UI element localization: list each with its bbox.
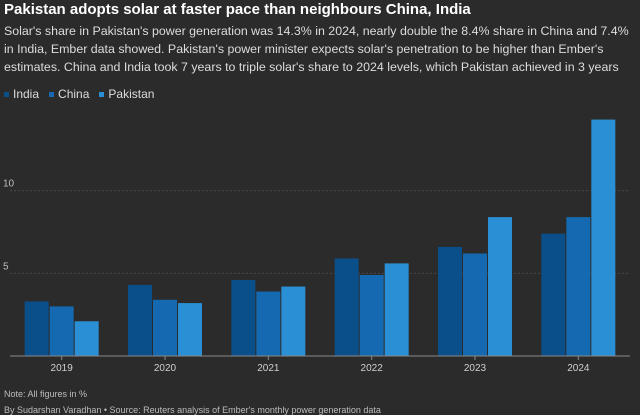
legend: India China Pakistan (4, 87, 154, 101)
x-tick-label-2023: 2023 (464, 363, 487, 374)
legend-item-pakistan: Pakistan (99, 87, 154, 101)
bar-pakistan-2019 (74, 321, 99, 356)
chart-title: Pakistan adopts solar at faster pace tha… (4, 1, 471, 18)
legend-label-pakistan: Pakistan (108, 87, 155, 101)
y-tick-label-10: 10 (3, 179, 15, 190)
bar-china-2020 (153, 299, 177, 356)
x-tick-label-2020: 2020 (154, 363, 177, 374)
bar-india-2023 (438, 246, 462, 356)
legend-item-china: China (49, 87, 89, 101)
legend-swatch-pakistan (99, 91, 105, 97)
bar-pakistan-2024 (591, 119, 616, 356)
x-tick-label-2019: 2019 (51, 363, 74, 374)
bar-china-2021 (256, 291, 281, 356)
bar-china-2024 (566, 217, 591, 356)
legend-swatch-china (49, 91, 55, 97)
x-tick-label-2024: 2024 (567, 363, 590, 374)
bar-india-2022 (334, 258, 359, 356)
x-tick-label-2021: 2021 (257, 363, 280, 374)
bar-pakistan-2023 (488, 217, 512, 356)
chart-note: Note: All figures in % (4, 389, 88, 399)
bar-china-2019 (49, 306, 74, 356)
y-tick-label-5: 5 (3, 261, 9, 272)
bar-india-2020 (128, 284, 152, 356)
bar-china-2023 (463, 253, 487, 356)
chart-source: By Sudarshan Varadhan • Source: Reuters … (4, 405, 381, 415)
x-tick-label-2022: 2022 (361, 363, 384, 374)
bar-pakistan-2022 (384, 263, 409, 356)
legend-label-china: China (58, 87, 90, 101)
legend-swatch-india (4, 91, 9, 97)
legend-item-india: India (4, 87, 39, 101)
legend-label-india: India (13, 87, 40, 101)
bar-pakistan-2021 (281, 286, 306, 356)
bar-india-2021 (231, 279, 256, 356)
bar-india-2024 (541, 233, 566, 356)
bar-india-2019 (24, 301, 49, 356)
bar-pakistan-2020 (178, 303, 202, 356)
chart-subtitle: Solar's share in Pakistan's power genera… (4, 24, 629, 74)
bar-chart: 5 10 2019 2020 2021 2022 2023 2024 (3, 119, 630, 374)
bar-china-2022 (359, 274, 384, 356)
